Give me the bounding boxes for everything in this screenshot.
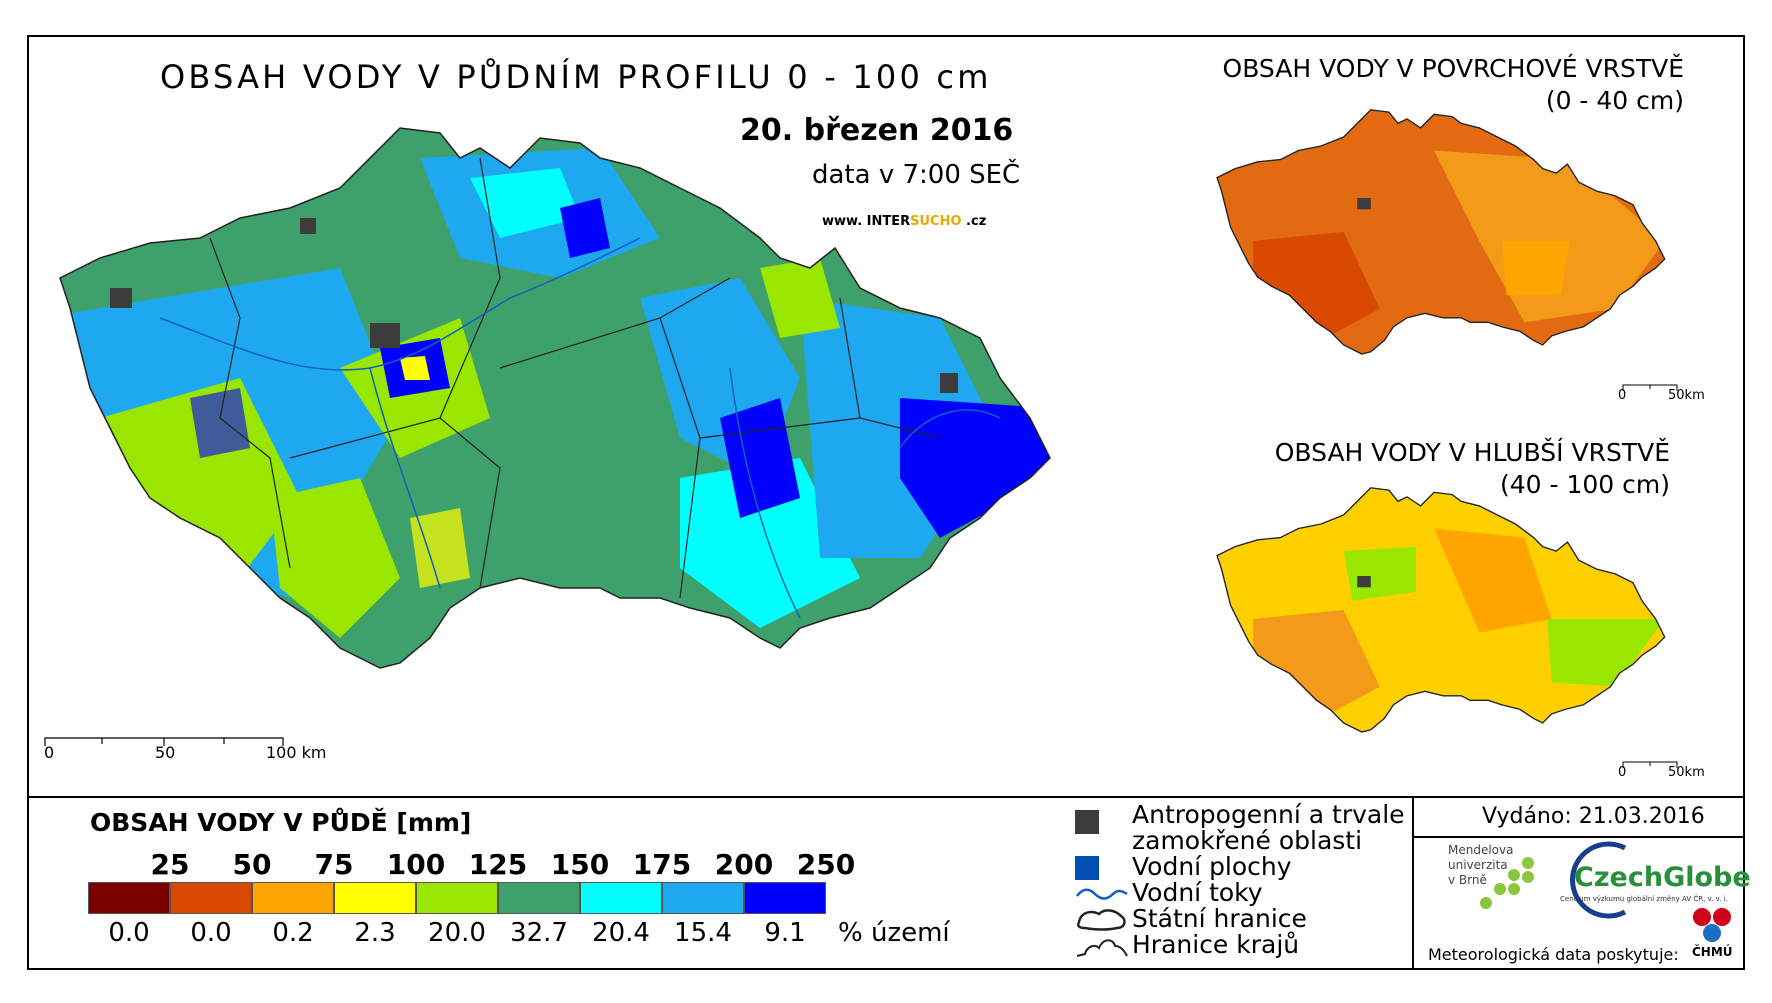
- legend-swatch-5: [498, 882, 580, 914]
- state-border-icon: [1077, 909, 1126, 931]
- main-soil-water-map: [59, 127, 1051, 669]
- main-scale-bar: [44, 737, 284, 746]
- main-scale-label-50: 50: [155, 743, 176, 762]
- percent-unit-label: % území: [838, 918, 950, 948]
- state-border-label: Státní hranice: [1132, 904, 1307, 933]
- legend-swatch-2: [252, 882, 334, 914]
- legend-percent-0: 0.0: [108, 918, 150, 948]
- footer-divider: [1412, 796, 1414, 970]
- legend-swatch-8: [744, 882, 826, 914]
- region-border-label: Hranice krajů: [1132, 930, 1300, 959]
- legend-swatch-7: [662, 882, 744, 914]
- deep-layer-depth: (40 - 100 cm): [1500, 470, 1670, 499]
- mendel-university-logo: Mendelova univerzita v Brně: [1448, 843, 1513, 888]
- data-time: data v 7:00 SEČ: [812, 160, 1021, 190]
- czechglobe-subtitle: Centrum výzkumu globální změny AV ČR, v.…: [1560, 895, 1728, 903]
- mendel-line-1: Mendelova: [1448, 843, 1514, 857]
- water-bodies-swatch: [1075, 856, 1099, 880]
- czechglobe-logo-text: CzechGlobe: [1574, 862, 1751, 893]
- legend-threshold-2: 75: [314, 848, 354, 881]
- legend-percent-5: 32.7: [510, 918, 568, 948]
- deep-scale-bar: [1622, 761, 1678, 768]
- surface-scale-label-0: 0: [1618, 388, 1627, 403]
- website-accent: SUCHO: [910, 214, 962, 229]
- mendel-line-2: univerzita: [1448, 858, 1508, 872]
- mendel-dots-icon: [1480, 857, 1534, 909]
- legend-swatch-1: [170, 882, 252, 914]
- legend-title: OBSAH VODY V PŮDĚ [mm]: [90, 808, 472, 837]
- legend-percent-4: 20.0: [428, 918, 486, 948]
- water-bodies-symbol: [1075, 856, 1099, 880]
- legend-threshold-6: 175: [632, 848, 692, 881]
- deep-scale-label-50: 50km: [1668, 765, 1705, 780]
- legend-percent-7: 15.4: [674, 918, 732, 948]
- water-bodies-label: Vodní plochy: [1132, 852, 1292, 881]
- met-data-provider: Meteorologická data poskytuje:: [1428, 945, 1679, 964]
- main-scale-label-0: 0: [44, 743, 55, 762]
- surface-layer-title: OBSAH VODY V POVRCHOVÉ VRSTVĚ: [1222, 54, 1684, 83]
- rivers-label: Vodní toky: [1132, 878, 1263, 907]
- map-title: OBSAH VODY V PŮDNÍM PROFILU 0 - 100 cm: [160, 58, 992, 96]
- issued-divider: [1412, 836, 1745, 838]
- legend-threshold-5: 150: [550, 848, 610, 881]
- czechglobe-arc-icon: [1570, 841, 1627, 919]
- mendel-line-3: v Brně: [1448, 873, 1487, 887]
- legend-threshold-8: 250: [796, 848, 856, 881]
- chmu-logo-text: ČHMÚ: [1692, 945, 1733, 959]
- anthropogenic-label-1: Antropogenní a trvale: [1132, 800, 1405, 829]
- legend-threshold-0: 25: [150, 848, 190, 881]
- legend-percent-2: 0.2: [272, 918, 314, 948]
- website-prefix: www. INTER: [822, 214, 911, 229]
- legend-percent-8: 9.1: [764, 918, 806, 948]
- region-border-icon: [1076, 939, 1128, 957]
- website-suffix: .cz: [961, 214, 987, 229]
- legend-percent-6: 20.4: [592, 918, 650, 948]
- chmu-logo-icon: [1693, 908, 1731, 942]
- surface-layer-map: [1216, 109, 1666, 355]
- river-line-icon: [1076, 888, 1128, 900]
- anthropogenic-label-2: zamokřené oblasti: [1132, 826, 1363, 855]
- deep-layer-map: [1216, 487, 1666, 733]
- legend-divider: [27, 796, 1745, 798]
- deep-scale-label-0: 0: [1618, 765, 1627, 780]
- legend-swatch-0: [88, 882, 170, 914]
- surface-scale-label-50: 50km: [1668, 388, 1705, 403]
- surface-scale-bar: [1622, 384, 1678, 391]
- map-date: 20. březen 2016: [740, 113, 1014, 148]
- anthropogenic-symbol: [1075, 810, 1099, 834]
- anthropogenic-swatch: [1075, 810, 1099, 834]
- legend-threshold-3: 100: [386, 848, 446, 881]
- website-link[interactable]: www. INTERSUCHO .cz: [822, 214, 986, 229]
- legend-percent-1: 0.0: [190, 918, 232, 948]
- legend-percent-3: 2.3: [354, 918, 396, 948]
- legend-threshold-7: 200: [714, 848, 774, 881]
- map-frame: [27, 35, 1745, 970]
- surface-layer-depth: (0 - 40 cm): [1545, 86, 1684, 115]
- legend-swatch-4: [416, 882, 498, 914]
- legend-threshold-4: 125: [468, 848, 528, 881]
- legend-swatch-3: [334, 882, 416, 914]
- legend-swatch-6: [580, 882, 662, 914]
- deep-layer-title: OBSAH VODY V HLUBŠÍ VRSTVĚ: [1274, 438, 1670, 467]
- issued-date: Vydáno: 21.03.2016: [1482, 804, 1705, 829]
- legend-threshold-1: 50: [232, 848, 272, 881]
- main-scale-label-100: 100 km: [266, 743, 327, 762]
